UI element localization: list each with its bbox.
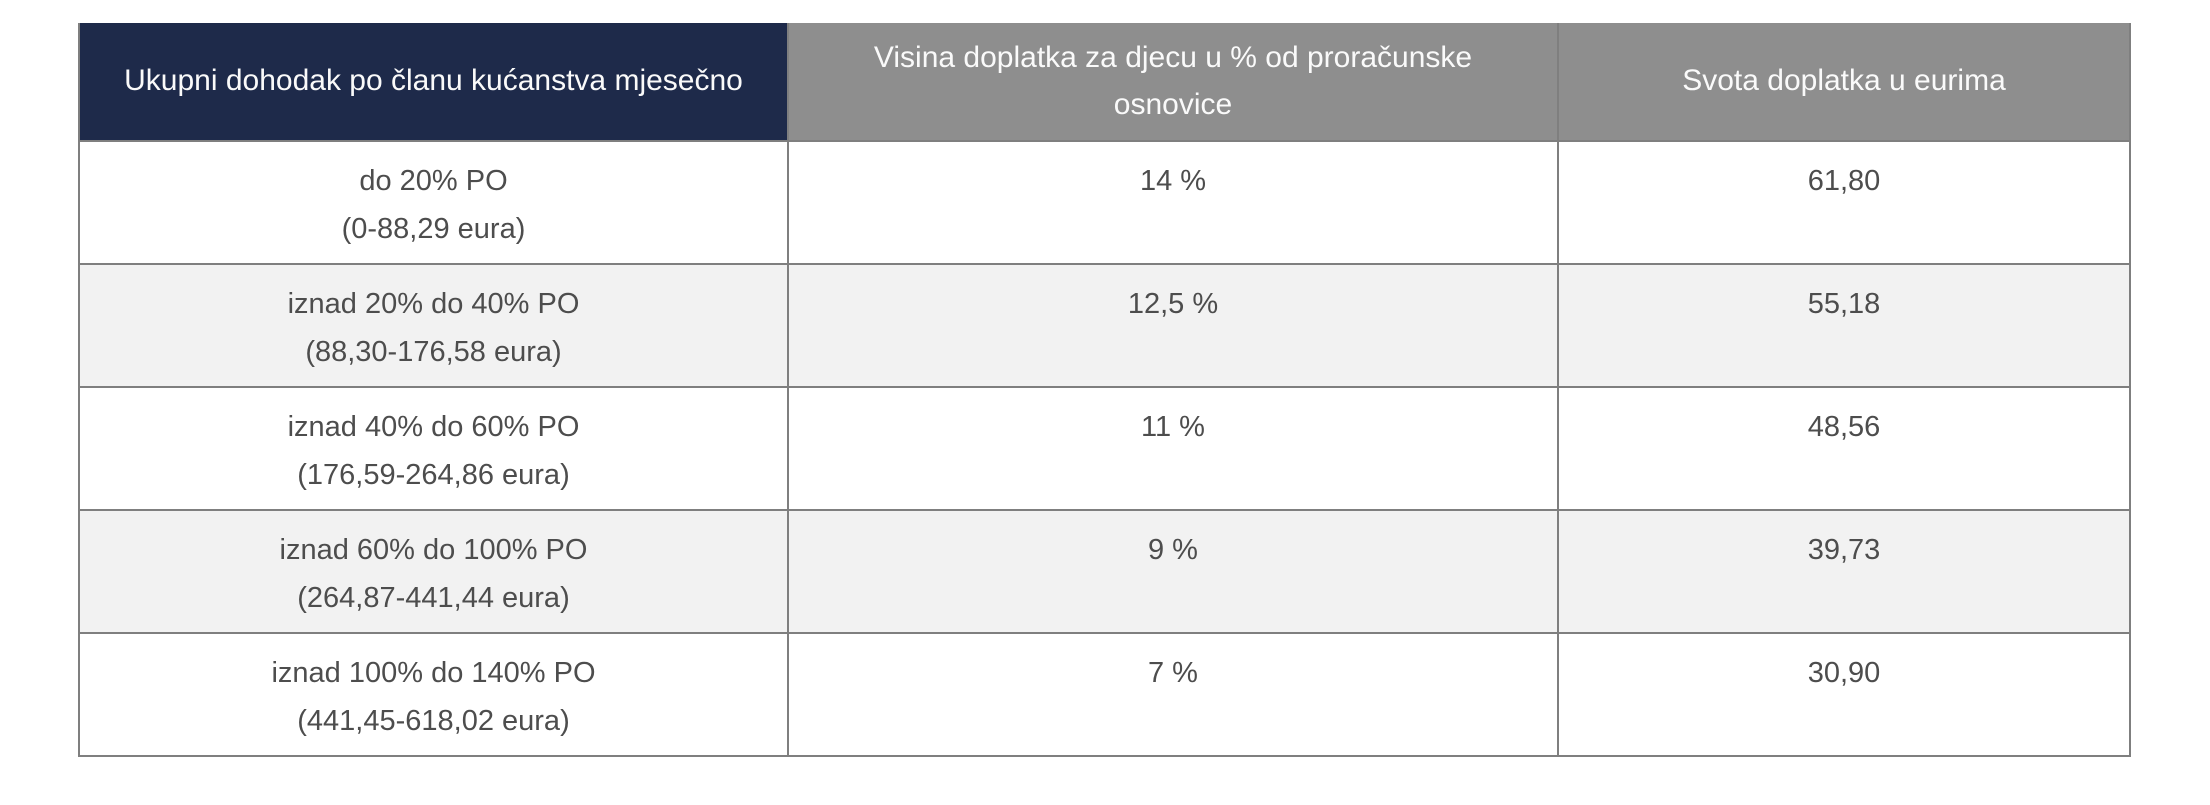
cell-percent: 7 % — [787, 632, 1559, 758]
cell-percent: 11 % — [787, 386, 1559, 512]
table-header: Ukupni dohodak po članu kućanstva mjeseč… — [78, 23, 2131, 142]
cell-amount: 48,56 — [1557, 386, 2131, 512]
cell-percent: 9 % — [787, 509, 1559, 635]
col-header-income: Ukupni dohodak po članu kućanstva mjeseč… — [78, 23, 789, 142]
cell-income-range: iznad 60% do 100% PO (264,87-441,44 eura… — [78, 509, 789, 635]
cell-income-range: iznad 40% do 60% PO (176,59-264,86 eura) — [78, 386, 789, 512]
cell-income-range: do 20% PO (0-88,29 eura) — [78, 139, 789, 266]
col-header-percent: Visina doplatka za djecu u % od proračun… — [787, 23, 1559, 142]
header-row: Ukupni dohodak po članu kućanstva mjeseč… — [78, 23, 2131, 142]
income-range-text: iznad 100% do 140% PO — [271, 657, 596, 690]
child-allowance-table: Ukupni dohodak po članu kućanstva mjeseč… — [78, 23, 2131, 758]
income-range-text: iznad 40% do 60% PO — [287, 411, 580, 444]
cell-percent: 14 % — [787, 139, 1559, 266]
cell-amount: 61,80 — [1557, 139, 2131, 266]
income-range-text: do 20% PO — [359, 165, 508, 197]
cell-amount: 30,90 — [1557, 632, 2131, 758]
income-range-detail: (264,87-441,44 eura) — [297, 581, 570, 614]
income-range-detail: (176,59-264,86 eura) — [297, 458, 570, 491]
col-header-amount: Svota doplatka u eurima — [1557, 23, 2131, 142]
cell-amount: 39,73 — [1557, 509, 2131, 635]
cell-percent: 12,5 % — [787, 263, 1559, 389]
table-row: iznad 40% do 60% PO (176,59-264,86 eura)… — [78, 386, 2131, 512]
income-range-detail: (88,30-176,58 eura) — [305, 335, 562, 368]
income-range-detail: (441,45-618,02 eura) — [297, 704, 570, 737]
income-range-text: iznad 60% do 100% PO — [279, 534, 588, 567]
cell-income-range: iznad 20% do 40% PO (88,30-176,58 eura) — [78, 263, 789, 389]
table-row: iznad 100% do 140% PO (441,45-618,02 eur… — [78, 632, 2131, 758]
income-range-detail: (0-88,29 eura) — [341, 212, 526, 245]
table-body: do 20% PO (0-88,29 eura) 14 % 61,80 izna… — [78, 139, 2131, 758]
table-row: iznad 60% do 100% PO (264,87-441,44 eura… — [78, 509, 2131, 635]
income-range-text: iznad 20% do 40% PO — [287, 288, 580, 321]
cell-income-range: iznad 100% do 140% PO (441,45-618,02 eur… — [78, 632, 789, 758]
table-row: do 20% PO (0-88,29 eura) 14 % 61,80 — [78, 139, 2131, 266]
table-row: iznad 20% do 40% PO (88,30-176,58 eura) … — [78, 263, 2131, 389]
cell-amount: 55,18 — [1557, 263, 2131, 389]
